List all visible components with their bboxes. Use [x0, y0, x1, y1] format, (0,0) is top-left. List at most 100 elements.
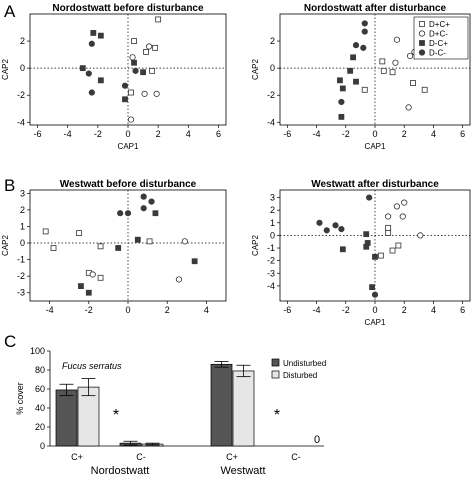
data-point-open-circle [393, 203, 401, 210]
x-tick-label: -6 [283, 305, 291, 315]
category-label: C- [136, 452, 146, 462]
data-point-open-square [76, 230, 82, 236]
x-tick-label: -2 [342, 129, 350, 139]
x-tick-label: -4 [46, 305, 54, 315]
data-point-open-circle [181, 238, 188, 245]
y-tick-label: 0 [40, 441, 45, 451]
y-tick-label: -4 [267, 281, 275, 291]
data-point-filled-square [350, 54, 356, 61]
y-tick-label: -4 [267, 117, 275, 127]
data-point-filled-circle [338, 226, 345, 233]
data-point-filled-square [134, 236, 141, 243]
data-point-filled-circle [88, 89, 95, 96]
x-tick-label: 6 [460, 305, 465, 315]
x-tick-label: -4 [313, 305, 321, 315]
data-point-filled-circle [124, 210, 132, 217]
data-point-open-circle [393, 36, 401, 43]
x-axis-label: CAP1 [365, 318, 386, 327]
data-point-filled-circle [121, 82, 129, 89]
legend-swatch [271, 358, 280, 367]
x-tick-label: 2 [402, 305, 407, 315]
data-point-filled-square [363, 243, 370, 250]
data-point-open-square [385, 224, 392, 231]
data-point-filled-circle [332, 222, 339, 229]
y-tick-label: 3 [270, 193, 275, 203]
y-tick-label: -3 [17, 288, 25, 298]
scatter-nordostwatt-before: Nordostwatt before disturbance -6 -4 -2 0 2 4 6… [1, 3, 227, 151]
category-label: C- [291, 452, 301, 462]
data-point-open-circle [385, 213, 392, 220]
legend-label: D-C- [429, 49, 446, 58]
scatter-westwatt-before: Westwatt before disturbance -4 -2 0 2 4 -3 -2 -1… [1, 179, 227, 315]
data-point-filled-circle [117, 210, 124, 217]
data-point-open-circle [129, 54, 136, 61]
data-point-open-square [361, 86, 368, 93]
x-tick-label: 4 [204, 305, 209, 315]
y-tick-label: 1 [20, 221, 25, 231]
data-point-filled-square [372, 253, 378, 260]
y-tick-label: 40 [35, 403, 45, 413]
y-tick-label: 0 [20, 63, 25, 73]
category-label: C+ [226, 452, 238, 462]
data-point-filled-circle [148, 198, 155, 205]
data-point-open-circle [392, 59, 399, 66]
panel-label-c: C [4, 332, 16, 351]
data-point-open-square [389, 69, 396, 76]
data-point-open-square [380, 67, 387, 74]
data-point-filled-square [97, 32, 104, 39]
data-point-open-circle [175, 276, 183, 283]
data-point-filled-circle [132, 67, 139, 74]
x-tick-label: -2 [85, 305, 93, 315]
data-point-filled-square [152, 210, 159, 217]
y-tick-label: -4 [17, 117, 25, 127]
y-tick-label: 2 [270, 205, 275, 215]
data-point-open-square [152, 44, 159, 51]
x-tick-label: 0 [372, 305, 377, 315]
legend-marker-open-circle [418, 30, 426, 37]
y-tick-label: 0 [270, 63, 275, 73]
data-point-open-square [131, 38, 137, 44]
data-point-open-square [50, 245, 57, 251]
x-tick-label: 2 [402, 129, 407, 139]
data-point-filled-circle [360, 44, 367, 51]
data-point-filled-square [339, 85, 346, 92]
y-axis-label: CAP2 [1, 235, 10, 256]
x-axis-label: CAP1 [118, 142, 139, 151]
data-point-open-square [97, 274, 104, 281]
data-point-filled-circle [85, 70, 92, 77]
data-point-open-circle [405, 104, 412, 111]
data-point-open-square [377, 252, 384, 259]
x-tick-label: 4 [431, 305, 436, 315]
y-tick-label: -2 [17, 271, 25, 281]
y-tick-label: 20 [35, 422, 45, 432]
y-tick-label: 0 [270, 230, 275, 240]
data-point-filled-square [338, 113, 345, 120]
data-point-open-square [97, 243, 104, 250]
bar-undisturbed [55, 389, 78, 447]
data-point-filled-square [79, 65, 86, 72]
y-tick-label: -2 [267, 90, 275, 100]
category-label: C+ [71, 452, 83, 462]
panel-label-b: B [4, 176, 15, 195]
scatter-nordostwatt-after: Nordostwatt after disturbance -6 -4 -2 0 2 4 6 -… [251, 3, 471, 151]
legend-label: D-C+ [429, 39, 448, 48]
data-point-filled-circle [361, 28, 368, 35]
data-point-open-square [149, 67, 156, 74]
data-point-open-square [155, 16, 162, 23]
group-label: Westwatt [220, 465, 265, 477]
data-point-filled-square [78, 283, 84, 289]
data-point-open-square [389, 247, 396, 254]
legend-label: D+C+ [429, 20, 450, 29]
x-tick-label: 0 [125, 305, 130, 315]
data-point-open-square [379, 58, 386, 65]
data-point-filled-circle [338, 98, 345, 106]
data-point-filled-circle [366, 194, 373, 201]
chart-title: Nordostwatt after disturbance [304, 3, 447, 14]
significance-mark: * [274, 407, 280, 424]
data-point-filled-square [97, 77, 104, 84]
plot-frame [29, 189, 227, 302]
data-point-filled-circle [323, 227, 330, 234]
y-tick-label: 2 [20, 36, 25, 46]
x-tick-label: 2 [165, 305, 170, 315]
group-label: Nordostwatt [91, 465, 150, 477]
